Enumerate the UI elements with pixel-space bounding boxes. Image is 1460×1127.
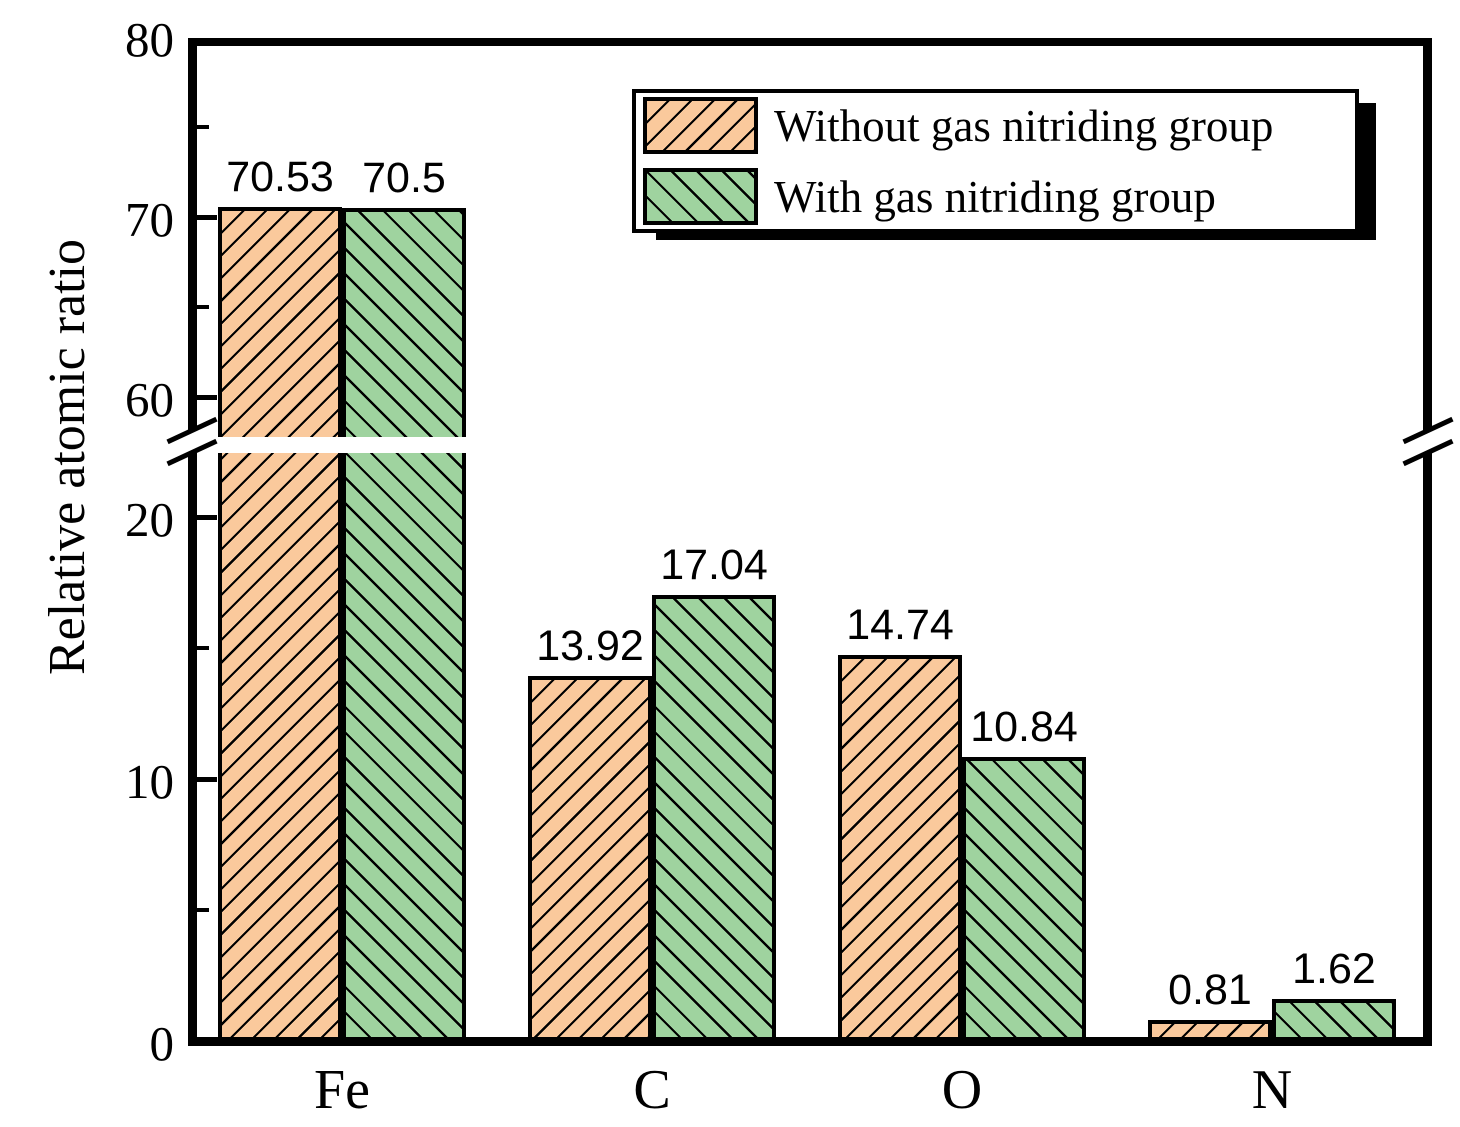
bar-value-label-N-without: 0.81 — [1168, 966, 1252, 1014]
bar-Fe-with-nitriding — [342, 208, 466, 1041]
bar-O-without-nitriding — [838, 655, 962, 1041]
y-axis-right-lower-segment — [1423, 453, 1432, 1046]
bar-value-label-Fe-with: 70.5 — [362, 154, 446, 202]
legend-row-with-nitriding: With gas nitriding group — [643, 168, 1355, 225]
y-axis-left-lower-segment — [188, 453, 197, 1046]
x-category-label-C: C — [633, 1059, 671, 1121]
y-axis-right-upper-segment — [1423, 38, 1432, 431]
y-minor-tick-15 — [197, 646, 209, 650]
x-category-label-Fe: Fe — [314, 1059, 370, 1121]
y-tick-label-10: 10 — [125, 754, 174, 809]
bar-C-without-nitriding — [528, 676, 652, 1041]
y-major-tick-70 — [197, 215, 217, 220]
legend: Without gas nitriding group With gas nit… — [632, 89, 1359, 233]
bar-N-without-nitriding — [1148, 1020, 1272, 1041]
bar-N-with-nitriding — [1272, 999, 1396, 1041]
x-category-label-O: O — [941, 1059, 983, 1121]
y-axis-left-upper-segment — [188, 38, 197, 431]
y-major-tick-60 — [197, 395, 217, 400]
bar-value-label-C-with: 17.04 — [660, 541, 768, 589]
x-category-label-N: N — [1251, 1059, 1293, 1121]
legend-swatch-green-hatch-icon — [643, 168, 758, 225]
plot-bottom-border — [188, 1037, 1432, 1046]
bar-O-with-nitriding — [962, 757, 1086, 1041]
y-minor-tick-75 — [197, 125, 209, 129]
bar-value-label-N-with: 1.62 — [1292, 945, 1376, 993]
y-tick-label-20: 20 — [125, 492, 174, 547]
bar-value-label-O-without: 14.74 — [846, 601, 954, 649]
legend-label: With gas nitriding group — [774, 171, 1216, 222]
bar-value-label-O-with: 10.84 — [970, 703, 1078, 751]
y-minor-tick-5 — [197, 908, 209, 912]
legend-swatch-orange-hatch-icon — [643, 97, 758, 154]
bar-Fe-without-nitriding — [218, 207, 342, 1041]
y-major-tick-10 — [197, 777, 217, 782]
y-minor-tick-65 — [197, 305, 209, 309]
bar-value-label-C-without: 13.92 — [536, 622, 644, 670]
y-axis-title: Relative atomic ratio — [39, 238, 96, 676]
legend-label: Without gas nitriding group — [774, 100, 1274, 151]
bar-value-label-Fe-without: 70.53 — [226, 153, 334, 201]
y-tick-label-80: 80 — [125, 12, 174, 67]
bar-C-with-nitriding — [652, 595, 776, 1041]
axis-break-band — [197, 437, 1423, 453]
plot-top-border — [188, 38, 1432, 46]
y-tick-label-70: 70 — [125, 192, 174, 247]
y-tick-label-60: 60 — [125, 372, 174, 427]
legend-row-without-nitriding: Without gas nitriding group — [643, 97, 1355, 154]
y-major-tick-20 — [197, 515, 217, 520]
y-tick-label-0: 0 — [149, 1016, 175, 1071]
